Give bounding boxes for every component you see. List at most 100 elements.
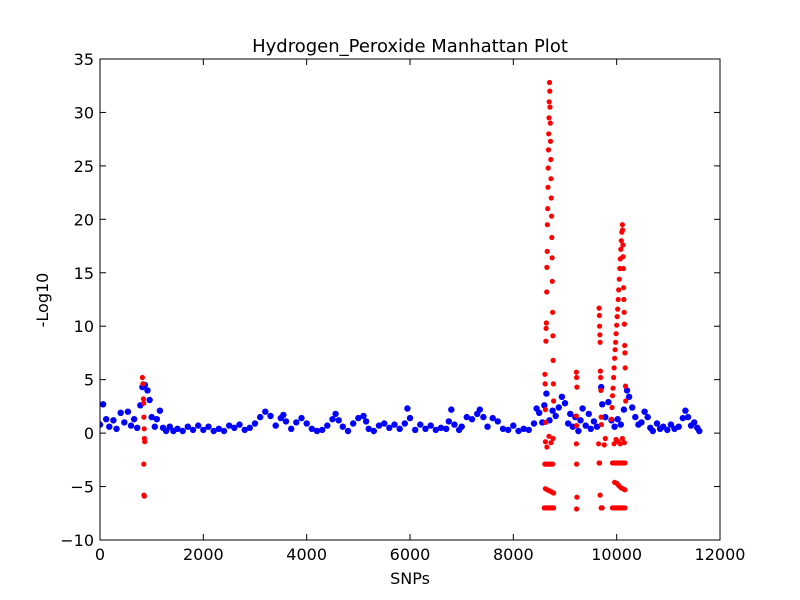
red-snp-point [621, 440, 628, 446]
blue-snp-point [412, 426, 419, 434]
blue-snp-point [288, 425, 295, 432]
blue-snp-point [100, 401, 107, 408]
blue-snp-point [437, 424, 445, 431]
plot-frame [99, 58, 721, 541]
blue-snp-point [649, 427, 656, 435]
red-snp-point [598, 387, 604, 393]
blue-snp-point [480, 413, 487, 421]
red-snp-point [620, 227, 626, 233]
blue-snp-point [638, 419, 645, 426]
blue-snp-point [189, 426, 197, 434]
y-tick-label: 0 [84, 424, 94, 443]
blue-snp-point [629, 404, 636, 411]
red-snp-point [548, 195, 554, 201]
blue-snp-point [552, 412, 559, 420]
blue-snp-point [144, 387, 151, 394]
blue-snp-point [567, 410, 574, 418]
red-snp-point [596, 312, 603, 319]
red-snp-point [598, 414, 604, 420]
blue-snp-point [599, 401, 606, 408]
blue-snp-point [103, 416, 110, 423]
blue-snp-point [381, 420, 388, 427]
blue-snp-point [653, 420, 661, 427]
blue-snp-point [335, 417, 342, 424]
red-snp-point [622, 460, 628, 466]
blue-snp-point [682, 407, 689, 414]
red-snp-point [597, 492, 603, 498]
red-snp-point [608, 416, 615, 422]
red-snp-point [142, 439, 148, 445]
red-snp-point [574, 423, 580, 429]
blue-snp-point [257, 413, 264, 421]
red-snp-point [615, 296, 621, 303]
y-tick-label: 10 [74, 317, 94, 336]
blue-snp-point [417, 421, 424, 428]
red-snp-point [622, 383, 629, 389]
blue-snp-point [605, 398, 612, 406]
blue-snp-point [130, 416, 138, 423]
blue-snp-point [582, 422, 589, 429]
red-snp-point [550, 357, 556, 363]
blue-snp-point [396, 425, 403, 432]
red-snp-point [574, 374, 580, 381]
blue-snp-point [280, 411, 287, 419]
blue-snp-point [585, 410, 592, 418]
red-snp-point [545, 206, 551, 212]
blue-snp-point [564, 420, 572, 427]
blue-snp-point [179, 427, 186, 435]
blue-snp-point [541, 402, 548, 409]
red-snp-point [544, 248, 550, 254]
blue-snp-point [443, 425, 450, 432]
blue-snp-point [113, 425, 120, 432]
blue-snp-point [593, 423, 601, 430]
blue-snp-point [675, 423, 682, 430]
red-snp-point [543, 419, 549, 425]
red-snp-point [597, 323, 603, 329]
red-snp-point [574, 506, 580, 512]
blue-snp-point [499, 425, 507, 432]
blue-snp-point [451, 421, 458, 428]
red-snp-point [543, 320, 550, 326]
red-snp-point [549, 278, 555, 284]
red-snp-point [141, 493, 147, 499]
red-snp-point [543, 338, 549, 344]
blue-snp-point [220, 427, 228, 435]
blue-snp-point [355, 414, 362, 422]
blue-snp-point [350, 420, 357, 427]
red-snp-point [546, 433, 552, 439]
blue-snp-point [319, 426, 326, 434]
red-snp-point [546, 115, 552, 121]
blue-snp-point [272, 422, 279, 429]
blue-snp-point [313, 427, 321, 435]
red-snp-point [549, 234, 555, 241]
blue-snp-point [205, 423, 212, 430]
red-snp-point [623, 398, 629, 404]
red-snp-point [549, 255, 555, 261]
blue-snp-point [625, 393, 633, 400]
red-snp-point [573, 369, 580, 375]
x-axis-label: SNPs [390, 569, 430, 588]
blue-snp-point [644, 413, 651, 421]
y-tick-label: 5 [84, 371, 94, 390]
blue-snp-point [360, 412, 367, 420]
red-snp-point [550, 381, 557, 387]
blue-snp-point [151, 423, 158, 430]
blue-snp-point [530, 420, 538, 427]
blue-snp-point [110, 417, 117, 424]
blue-snp-point [174, 425, 181, 432]
blue-snp-point [406, 414, 414, 422]
red-snp-point [544, 264, 550, 270]
blue-snp-point [445, 418, 452, 425]
red-snp-point [141, 400, 147, 406]
blue-snp-point [375, 422, 383, 429]
blue-snp-point [262, 408, 269, 415]
blue-snp-point [617, 421, 624, 428]
blue-snp-point [632, 413, 639, 421]
red-snp-point [597, 460, 603, 466]
blue-snp-point [401, 420, 408, 427]
blue-snp-point [664, 426, 671, 434]
blue-snp-point [458, 423, 465, 430]
red-snp-point [617, 441, 623, 447]
red-snp-point [574, 494, 580, 500]
